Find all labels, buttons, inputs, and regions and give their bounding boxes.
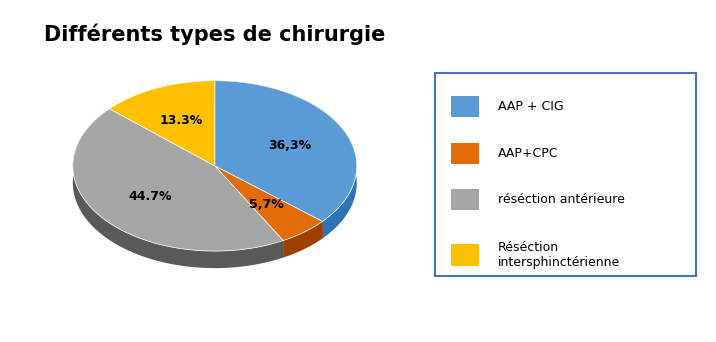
FancyBboxPatch shape xyxy=(451,143,478,164)
Polygon shape xyxy=(284,221,322,258)
Polygon shape xyxy=(110,109,215,183)
FancyBboxPatch shape xyxy=(451,96,478,117)
FancyBboxPatch shape xyxy=(451,189,478,210)
Polygon shape xyxy=(215,166,322,238)
Text: 13.3%: 13.3% xyxy=(160,114,203,127)
Text: AAP+CPC: AAP+CPC xyxy=(498,147,558,160)
Polygon shape xyxy=(215,166,284,258)
Text: AAP + CIG: AAP + CIG xyxy=(498,100,563,113)
Polygon shape xyxy=(215,81,357,221)
Text: réséction antérieure: réséction antérieure xyxy=(498,193,624,206)
Polygon shape xyxy=(110,81,215,166)
Text: Réséction
intersphinctérienne: Réséction intersphinctérienne xyxy=(498,241,620,269)
Text: 5,7%: 5,7% xyxy=(249,198,284,211)
Text: 36,3%: 36,3% xyxy=(268,139,311,152)
Polygon shape xyxy=(215,166,284,258)
Polygon shape xyxy=(73,109,284,251)
Text: 44.7%: 44.7% xyxy=(128,190,172,203)
Polygon shape xyxy=(215,166,322,238)
Polygon shape xyxy=(110,109,215,183)
Polygon shape xyxy=(215,81,357,238)
FancyBboxPatch shape xyxy=(451,245,478,266)
Polygon shape xyxy=(215,166,322,240)
Polygon shape xyxy=(73,109,284,268)
FancyBboxPatch shape xyxy=(435,73,696,276)
Polygon shape xyxy=(110,81,215,126)
Text: Différents types de chirurgie: Différents types de chirurgie xyxy=(44,24,385,45)
